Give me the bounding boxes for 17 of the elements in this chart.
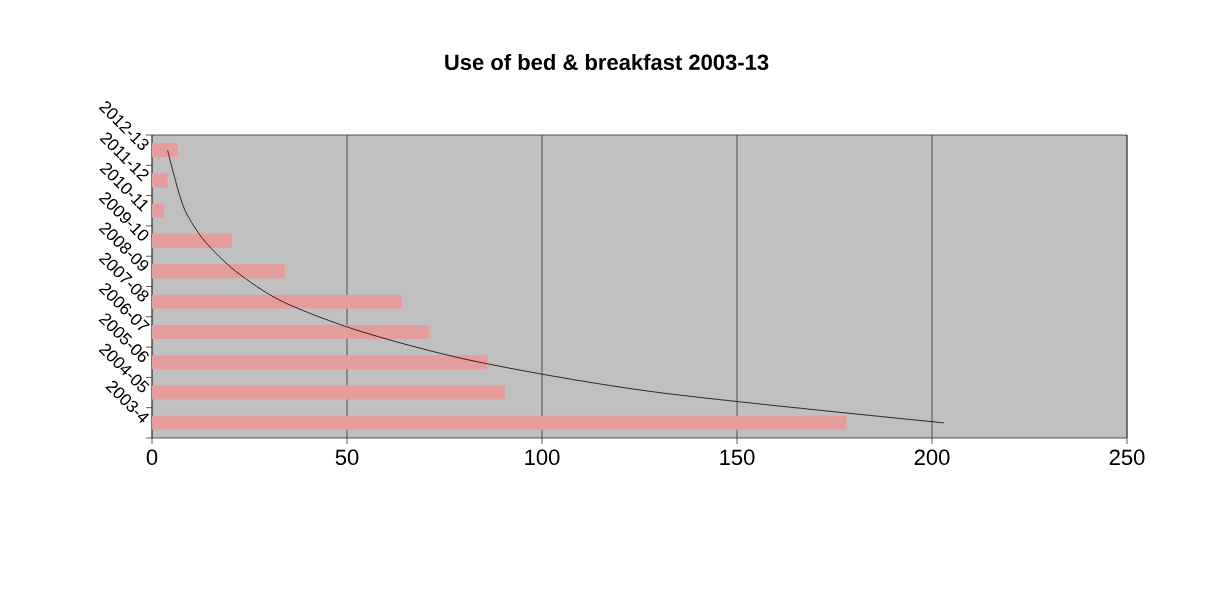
bar [152, 355, 488, 370]
x-tick-label: 100 [525, 449, 560, 466]
bar [152, 385, 505, 400]
x-tick-label: 150 [720, 449, 755, 466]
x-tick-label: 200 [914, 449, 950, 466]
bar [152, 173, 168, 188]
x-tick-label: 250 [1109, 449, 1145, 466]
bar [152, 324, 429, 339]
x-tick-label: 50 [335, 449, 359, 466]
bar [152, 203, 164, 218]
bar [152, 264, 285, 279]
bar [152, 415, 847, 430]
x-tick-label: 0 [146, 449, 158, 466]
bar [152, 234, 232, 249]
bar [152, 143, 178, 158]
chart-title: Use of bed & breakfast 2003-13 [445, 53, 769, 71]
bar [152, 294, 402, 309]
